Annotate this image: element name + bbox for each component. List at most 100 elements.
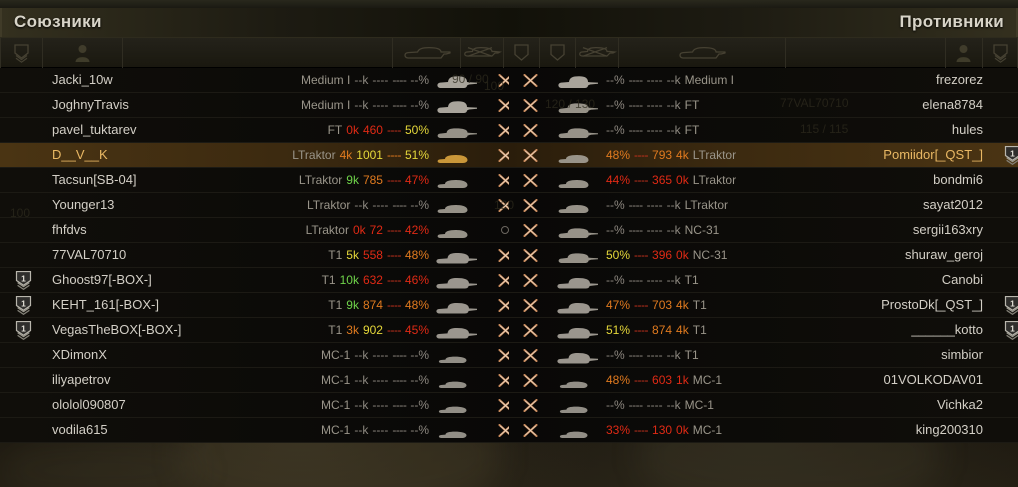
ally-player-entry[interactable]: ololol090807 MC-1 --k ---- ---- --% [0, 393, 513, 417]
ally-nickname-cell[interactable]: pavel_tuktarev [46, 121, 266, 139]
col-header-rank-shield-right-2[interactable] [983, 38, 1018, 68]
enemy-player-entry[interactable]: --% ---- ---- --k MC-1 Vichka2 [509, 393, 1018, 417]
ally-nickname-cell[interactable]: Jacki_10w [46, 71, 266, 89]
enemy-nickname-cell[interactable]: ______kotto [769, 321, 989, 339]
ally-vehicle-cell[interactable] [436, 421, 484, 440]
table-row[interactable]: JoghnyTravis Medium I --k ---- ---- --% --% ---… [0, 93, 1018, 118]
table-row[interactable]: 1 KEHT_161[-BOX-] T1 9k 874 ---- 48% 47% ---- 703… [0, 293, 1018, 318]
enemy-player-entry[interactable]: --% ---- ---- --k T1 simbior [509, 343, 1018, 367]
enemy-player-entry[interactable]: 48% ---- 793 4k LTraktor Pomiidor[_QST_] 1 [509, 143, 1018, 167]
ally-player-entry[interactable]: fhfdvs LTraktor 0k 72 ---- 42% [0, 218, 509, 242]
table-row[interactable]: Younger13 LTraktor --k ---- ---- --% --% ---- --… [0, 193, 1018, 218]
enemy-vehicle-cell[interactable] [551, 121, 599, 140]
table-row[interactable]: 77VAL70710 T1 5k 558 ---- 48% 50% ---- 396 0k NC-3… [0, 243, 1018, 268]
enemy-nickname-cell[interactable]: sergii163xry [769, 221, 989, 239]
ally-vehicle-cell[interactable] [436, 321, 484, 340]
ally-player-entry[interactable]: vodila615 MC-1 --k ---- ---- --% [0, 418, 513, 442]
ally-player-entry[interactable]: 1 KEHT_161[-BOX-] T1 9k 874 ---- 48% [0, 293, 513, 317]
rank-badge-icon[interactable]: 1 [1004, 295, 1018, 315]
ally-vehicle-cell[interactable] [436, 221, 484, 240]
ally-player-entry[interactable]: 77VAL70710 T1 5k 558 ---- 48% [0, 243, 513, 267]
ally-nickname-cell[interactable]: Tacsun[SB-04] [46, 171, 266, 189]
ally-nickname-cell[interactable]: D__V__K [46, 146, 266, 164]
enemy-player-entry[interactable]: --% ---- ---- --k T1 Canobi [509, 268, 1018, 292]
ally-player-entry[interactable]: XDimonX MC-1 --k ---- ---- --% [0, 343, 513, 367]
ally-vehicle-cell[interactable] [436, 246, 484, 265]
enemy-player-entry[interactable]: --% ---- ---- --k FT hules [509, 118, 1018, 142]
col-header-rank-shield-left-2[interactable] [504, 38, 540, 68]
col-header-destroyed-vehicle-left[interactable] [461, 38, 505, 68]
ally-nickname-cell[interactable]: VegasTheBOX[-BOX-] [46, 321, 266, 339]
col-header-destroyed-vehicle-right[interactable] [576, 38, 619, 68]
col-header-rank-shield-left[interactable] [0, 38, 44, 68]
rank-badge-icon[interactable]: 1 [1004, 320, 1018, 340]
table-row[interactable]: Tacsun[SB-04] LTraktor 9k 785 ---- 47% 44% ----… [0, 168, 1018, 193]
ally-nickname-cell[interactable]: Ghoost97[-BOX-] [46, 271, 266, 289]
table-row[interactable]: ololol090807 MC-1 --k ---- ---- --% --% ---- ---… [0, 393, 1018, 418]
enemy-vehicle-cell[interactable] [551, 71, 599, 90]
ally-player-entry[interactable]: iliyapetrov MC-1 --k ---- ---- --% [0, 368, 513, 392]
table-row[interactable]: iliyapetrov MC-1 --k ---- ---- --% 48% ---- 603 1… [0, 368, 1018, 393]
ally-vehicle-cell[interactable] [436, 371, 484, 390]
rank-badge-icon[interactable]: 1 [1004, 145, 1018, 165]
enemy-vehicle-cell[interactable] [551, 421, 599, 440]
col-header-vehicle-left[interactable] [393, 38, 462, 68]
ally-vehicle-cell[interactable] [436, 171, 484, 190]
col-header-player-right[interactable] [946, 38, 984, 68]
enemy-nickname-cell[interactable]: king200310 [769, 421, 989, 439]
table-row[interactable]: fhfdvs LTraktor 0k 72 ---- 42% --% ---- ---- --k N… [0, 218, 1018, 243]
enemy-vehicle-cell[interactable] [551, 271, 599, 290]
enemy-player-entry[interactable]: 51% ---- 874 4k T1 ______kotto 1 [509, 318, 1018, 342]
enemy-vehicle-cell[interactable] [551, 146, 599, 165]
enemy-vehicle-cell[interactable] [551, 396, 599, 415]
enemy-player-entry[interactable]: 44% ---- 365 0k LTraktor bondmi6 [509, 168, 1018, 192]
enemy-player-entry[interactable]: --% ---- ---- --k FT elena8784 [509, 93, 1018, 117]
rank-badge-icon[interactable]: 1 [15, 320, 32, 340]
ally-player-entry[interactable]: Younger13 LTraktor --k ---- ---- --% [0, 193, 513, 217]
enemy-nickname-cell[interactable]: elena8784 [769, 96, 989, 114]
rank-badge-icon[interactable]: 1 [15, 270, 32, 290]
ally-nickname-cell[interactable]: iliyapetrov [46, 371, 266, 389]
col-header-player-left[interactable] [43, 38, 124, 68]
ally-vehicle-cell[interactable] [436, 271, 484, 290]
enemy-player-entry[interactable]: 47% ---- 703 4k T1 ProstoDk[_QST_] 1 [509, 293, 1018, 317]
ally-vehicle-cell[interactable] [436, 296, 484, 315]
col-header-vehicle-right[interactable] [619, 38, 787, 68]
enemy-player-entry[interactable]: 33% ---- 130 0k MC-1 king200310 [509, 418, 1018, 442]
ally-vehicle-cell[interactable] [436, 196, 484, 215]
table-row[interactable]: 1 VegasTheBOX[-BOX-] T1 3k 902 ---- 45% 51% ----… [0, 318, 1018, 343]
enemy-vehicle-cell[interactable] [551, 321, 599, 340]
table-row[interactable]: pavel_tuktarev FT 0k 460 ---- 50% --% ---- ---- -… [0, 118, 1018, 143]
enemy-nickname-cell[interactable]: bondmi6 [769, 171, 989, 189]
col-header-rank-shield-right[interactable] [540, 38, 576, 68]
ally-nickname-cell[interactable]: KEHT_161[-BOX-] [46, 296, 266, 314]
enemy-nickname-cell[interactable]: ProstoDk[_QST_] [769, 296, 989, 314]
enemy-nickname-cell[interactable]: hules [769, 121, 989, 139]
ally-player-entry[interactable]: Jacki_10w Medium I --k ---- ---- --% [0, 68, 513, 92]
ally-nickname-cell[interactable]: ololol090807 [46, 396, 266, 414]
enemy-vehicle-cell[interactable] [551, 346, 599, 365]
enemy-vehicle-cell[interactable] [551, 221, 599, 240]
ally-nickname-cell[interactable]: XDimonX [46, 346, 266, 364]
ally-vehicle-cell[interactable] [436, 121, 484, 140]
enemy-nickname-cell[interactable]: 01VOLKODAV01 [769, 371, 989, 389]
table-row[interactable]: 1 Ghoost97[-BOX-] T1 10k 632 ---- 46% --% ---- --… [0, 268, 1018, 293]
enemy-player-entry[interactable]: --% ---- ---- --k LTraktor sayat2012 [509, 193, 1018, 217]
enemy-nickname-cell[interactable]: Canobi [769, 271, 989, 289]
enemy-player-entry[interactable]: 48% ---- 603 1k MC-1 01VOLKODAV01 [509, 368, 1018, 392]
enemy-vehicle-cell[interactable] [551, 296, 599, 315]
enemy-vehicle-cell[interactable] [551, 371, 599, 390]
ally-nickname-cell[interactable]: vodila615 [46, 421, 266, 439]
table-row[interactable]: vodila615 MC-1 --k ---- ---- --% 33% ---- 130 0k M… [0, 418, 1018, 443]
ally-player-entry[interactable]: Tacsun[SB-04] LTraktor 9k 785 ---- 47% [0, 168, 513, 192]
table-row[interactable]: XDimonX MC-1 --k ---- ---- --% --% ---- ---- --k T… [0, 343, 1018, 368]
enemy-vehicle-cell[interactable] [551, 171, 599, 190]
enemy-vehicle-cell[interactable] [551, 196, 599, 215]
ally-player-entry[interactable]: 1 VegasTheBOX[-BOX-] T1 3k 902 ---- 45% [0, 318, 513, 342]
enemy-nickname-cell[interactable]: simbior [769, 346, 989, 364]
enemy-vehicle-cell[interactable] [551, 96, 599, 115]
ally-nickname-cell[interactable]: 77VAL70710 [46, 246, 266, 264]
ally-nickname-cell[interactable]: fhfdvs [46, 221, 266, 239]
ally-nickname-cell[interactable]: JoghnyTravis [46, 96, 266, 114]
enemy-nickname-cell[interactable]: shuraw_geroj [769, 246, 989, 264]
